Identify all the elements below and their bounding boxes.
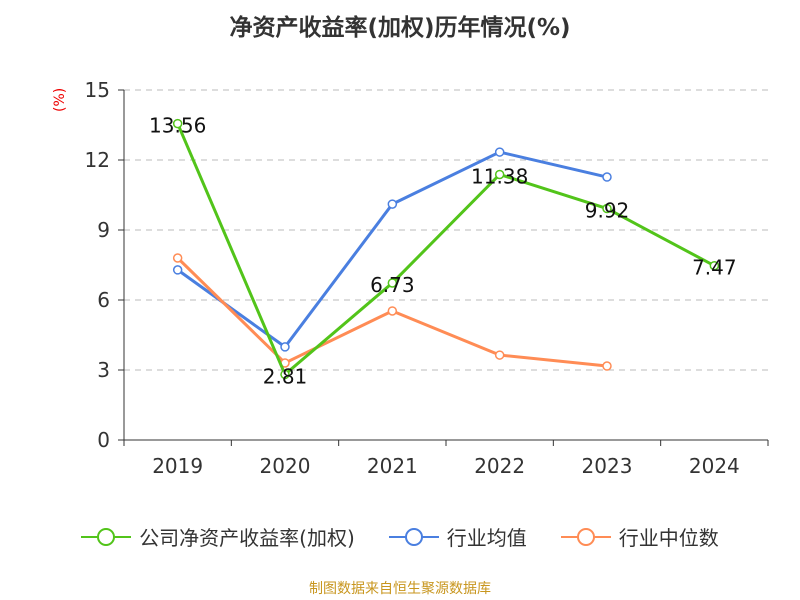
legend-label: 行业均值 [446, 526, 527, 550]
data-label: 13.56 [149, 114, 206, 138]
data-label: 6.73 [370, 273, 415, 297]
data-point [494, 169, 505, 180]
data-label: 7.47 [692, 256, 737, 280]
y-tick-label: 0 [97, 428, 110, 452]
legend: 公司净资产收益率(加权) 行业均值 行业中位数 [0, 522, 800, 551]
x-tick-label: 2020 [260, 454, 311, 478]
data-label: 11.38 [471, 164, 528, 188]
x-tick-label: 2023 [582, 454, 633, 478]
x-tick-label: 2019 [152, 454, 203, 478]
data-point [709, 260, 720, 271]
x-tick-label: 2022 [474, 454, 525, 478]
data-point [602, 203, 612, 214]
data-point [280, 369, 290, 380]
data-point [602, 172, 612, 182]
data-point [387, 306, 398, 316]
y-tick-label: 9 [97, 218, 110, 242]
y-tick-label: 6 [97, 288, 110, 312]
legend-label: 行业中位数 [618, 526, 719, 550]
data-point [602, 361, 612, 371]
legend-marker-icon [81, 527, 132, 546]
legend-item[interactable]: 公司净资产收益率(加权) [81, 522, 355, 551]
x-tick-label: 2021 [367, 454, 418, 478]
series-line [176, 150, 608, 349]
data-label: 2.81 [263, 364, 308, 388]
data-point [172, 253, 183, 263]
data-point [494, 350, 505, 360]
legend-item[interactable]: 行业中位数 [560, 522, 719, 551]
data-point [280, 342, 290, 352]
legend-item[interactable]: 行业均值 [388, 522, 527, 551]
chart-title: 净资产收益率(加权)历年情况(%) [229, 15, 571, 41]
data-label: 9.92 [585, 199, 630, 223]
legend-marker-icon [388, 527, 439, 546]
data-point [172, 265, 183, 275]
legend-marker-icon [560, 527, 611, 546]
y-tick-label: 3 [97, 358, 110, 382]
x-tick-label: 2024 [689, 454, 740, 478]
data-point [387, 199, 398, 209]
series-line [176, 123, 716, 377]
legend-label: 公司净资产收益率(加权) [139, 526, 355, 550]
data-point [172, 118, 183, 129]
data-point [494, 147, 505, 157]
source-note: 制图数据来自恒生聚源数据库 [309, 581, 491, 597]
y-tick-label: 15 [85, 78, 110, 102]
data-point [387, 278, 398, 288]
y-tick-label: 12 [85, 148, 110, 172]
